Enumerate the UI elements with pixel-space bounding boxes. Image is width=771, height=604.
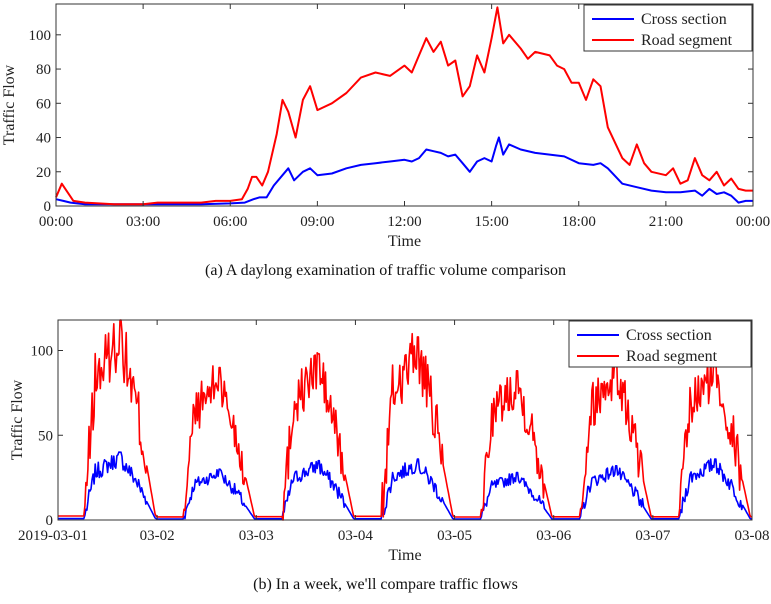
y-tick-label: 20	[36, 165, 51, 181]
series-line-cross-section	[58, 451, 752, 520]
y-axis-label: Traffic Flow	[1, 64, 18, 145]
series-line-road-segment	[58, 319, 752, 521]
y-tick-label: 0	[44, 199, 52, 215]
legend-label: Cross section	[641, 11, 727, 28]
x-tick-label: 03-08	[735, 528, 770, 544]
legend-label: Road segment	[641, 32, 733, 49]
y-tick-label: 100	[31, 344, 54, 360]
x-tick-label: 21:00	[649, 214, 683, 230]
x-axis-label: Time	[388, 233, 421, 250]
x-tick-label: 03-02	[140, 528, 175, 544]
x-tick-label: 03-03	[239, 528, 274, 544]
legend-label: Cross section	[626, 327, 712, 344]
y-tick-label: 40	[36, 131, 51, 147]
y-tick-label: 100	[29, 28, 52, 44]
legend	[568, 320, 752, 368]
legend-label: Road segment	[626, 348, 718, 365]
y-tick-label: 0	[46, 513, 54, 529]
y-axis-label: Traffic Flow	[9, 379, 26, 460]
y-tick-label: 80	[36, 62, 51, 78]
axes-box	[57, 319, 753, 521]
series-line-road-segment	[55, 6, 753, 206]
x-tick-label: 12:00	[387, 214, 421, 230]
caption-a: (a) A daylong examination of traffic vol…	[205, 262, 566, 279]
x-axis-label: Time	[388, 547, 421, 564]
x-tick-label: 06:00	[213, 214, 247, 230]
chart-daylong: 0 20 40 60 80 100 00:00 03:00 06:00 09:00 12:00 15:…	[1, 3, 770, 250]
x-tick-label: 2019-03-01	[18, 528, 88, 544]
legend	[583, 4, 753, 52]
x-tick-label: 00:00	[736, 214, 770, 230]
y-tick-label: 50	[38, 428, 53, 444]
x-tick-label: 09:00	[300, 214, 334, 230]
chart-week: 0 50 100 2019-03-01 03-02 03-03 03-04 03-05 03-0…	[9, 319, 770, 564]
x-tick-label: 03-04	[338, 528, 373, 544]
x-tick-label: 03-07	[635, 528, 670, 544]
x-tick-label: 03-06	[536, 528, 571, 544]
x-tick-label: 03:00	[126, 214, 160, 230]
x-tick-label: 18:00	[562, 214, 596, 230]
y-tick-label: 60	[36, 96, 51, 112]
x-tick-label: 03-05	[437, 528, 472, 544]
caption-b: (b) In a week, we'll compare traffic flo…	[253, 576, 518, 593]
x-tick-label: 00:00	[39, 214, 73, 230]
x-tick-label: 15:00	[475, 214, 509, 230]
series-line-cross-section	[55, 136, 753, 206]
